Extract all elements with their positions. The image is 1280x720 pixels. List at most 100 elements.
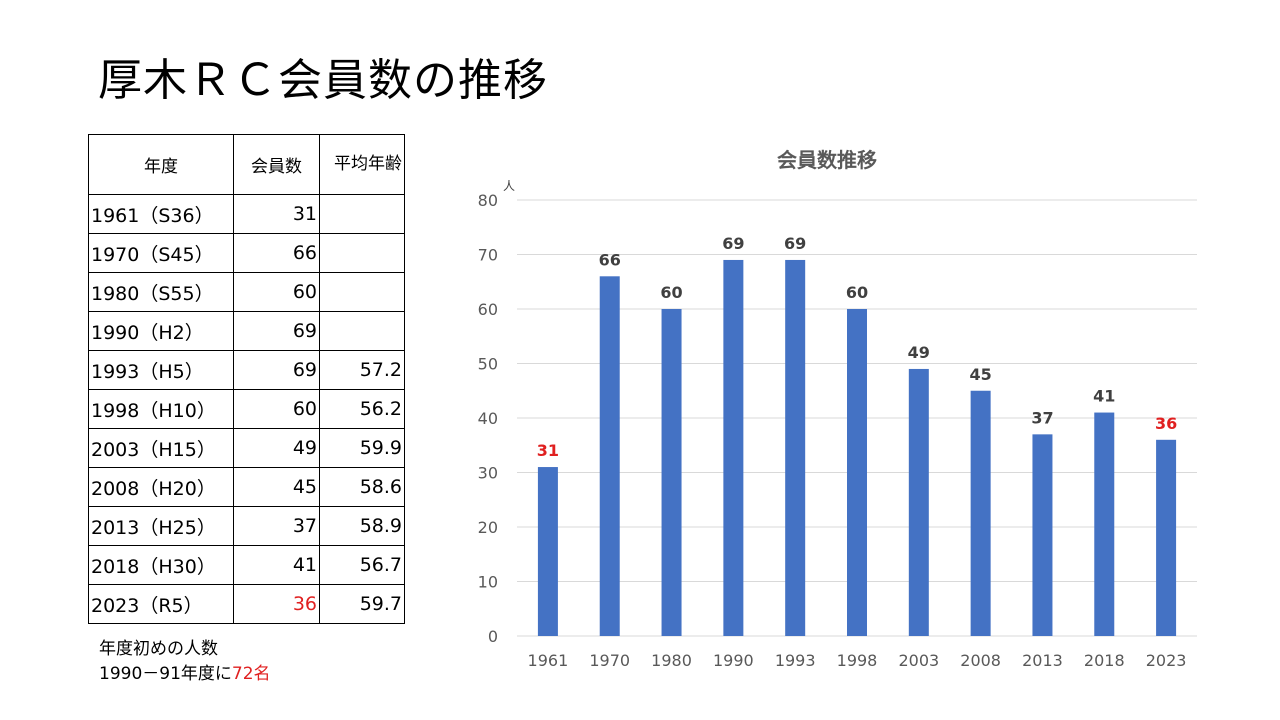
- y-tick-label: 60: [478, 300, 498, 319]
- x-tick-label: 1990: [713, 651, 754, 670]
- bar: [785, 259, 806, 636]
- data-label: 66: [599, 250, 621, 269]
- bar: [970, 390, 991, 636]
- cell-members: 37: [233, 506, 320, 546]
- data-label: 31: [537, 441, 559, 460]
- x-tick-label: 1998: [837, 651, 878, 670]
- header-year: 年度: [88, 134, 234, 195]
- data-label: 69: [784, 234, 806, 253]
- page-title: 厚木ＲＣ会員数の推移: [98, 55, 548, 106]
- bar: [723, 259, 744, 636]
- data-label: 69: [722, 234, 744, 253]
- data-label: 60: [660, 283, 682, 302]
- table-row: 2013（H25） 37 58.9: [88, 506, 405, 546]
- data-label: 49: [908, 343, 930, 362]
- bar: [537, 467, 558, 636]
- x-tick-label: 2018: [1084, 651, 1125, 670]
- bar: [1156, 439, 1177, 636]
- bar: [661, 309, 682, 636]
- cell-avg-age: [319, 311, 405, 351]
- header-members: 会員数: [233, 134, 320, 195]
- y-tick-label: 10: [478, 573, 498, 592]
- membership-table: 年度 会員数 平均年齢 1961（S36） 31 1970（S45） 66 1980（S…: [88, 134, 405, 624]
- bar: [1094, 412, 1115, 636]
- data-label: 60: [846, 283, 868, 302]
- y-tick-label: 70: [478, 246, 498, 265]
- x-tick-label: 2023: [1146, 651, 1187, 670]
- cell-members: 31: [233, 194, 320, 234]
- cell-avg-age: 56.2: [319, 389, 405, 429]
- table-row: 2008（H20） 45 58.6: [88, 467, 405, 507]
- table-body: 1961（S36） 31 1970（S45） 66 1980（S55） 60 1990（H2…: [88, 194, 405, 624]
- cell-members: 36: [233, 584, 320, 624]
- cell-members: 69: [233, 311, 320, 351]
- note-line-2-text: 1990－91年度に: [99, 664, 232, 684]
- x-tick-label: 1993: [775, 651, 816, 670]
- cell-year: 1970（S45）: [88, 233, 234, 273]
- cell-year: 1993（H5）: [88, 350, 234, 390]
- x-tick-label: 1961: [528, 651, 569, 670]
- x-tick-label: 2003: [898, 651, 939, 670]
- cell-avg-age: [319, 272, 405, 312]
- cell-avg-age: 56.7: [319, 545, 405, 585]
- bar: [847, 309, 867, 636]
- cell-avg-age: 58.6: [319, 467, 405, 507]
- y-tick-label: 50: [478, 355, 498, 374]
- table-row: 1990（H2） 69: [88, 311, 405, 351]
- bar: [599, 276, 620, 636]
- x-tick-label: 1970: [589, 651, 630, 670]
- data-label: 45: [970, 365, 992, 384]
- table-row: 1993（H5） 69 57.2: [88, 350, 405, 390]
- table-note: 年度初めの人数 1990－91年度に72名: [99, 637, 271, 687]
- y-tick-label: 40: [478, 409, 498, 428]
- y-tick-label: 30: [478, 464, 498, 483]
- x-tick-label: 2013: [1022, 651, 1063, 670]
- data-label: 37: [1031, 408, 1053, 427]
- data-label: 41: [1093, 387, 1115, 406]
- table-row: 2018（H30） 41 56.7: [88, 545, 405, 585]
- cell-members: 41: [233, 545, 320, 585]
- header-avg-age: 平均年齢: [319, 134, 405, 195]
- table-row: 1998（H10） 60 56.2: [88, 389, 405, 429]
- y-tick-label: 20: [478, 518, 498, 537]
- table-row: 1970（S45） 66: [88, 233, 405, 273]
- cell-avg-age: 58.9: [319, 506, 405, 546]
- cell-members: 66: [233, 233, 320, 273]
- note-line-2: 1990－91年度に72名: [99, 662, 271, 687]
- cell-year: 1990（H2）: [88, 311, 234, 351]
- cell-members: 60: [233, 389, 320, 429]
- y-tick-label: 80: [478, 191, 498, 210]
- cell-year: 1961（S36）: [88, 194, 234, 234]
- table-row: 2003（H15） 49 59.9: [88, 428, 405, 468]
- data-label: 36: [1155, 414, 1177, 433]
- cell-year: 1980（S55）: [88, 272, 234, 312]
- cell-avg-age: 59.9: [319, 428, 405, 468]
- y-axis-unit: 人: [503, 179, 515, 193]
- chart-title: 会員数推移: [777, 148, 877, 172]
- cell-avg-age: 59.7: [319, 584, 405, 624]
- cell-members: 69: [233, 350, 320, 390]
- note-line-2-highlight: 72名: [231, 664, 271, 684]
- cell-year: 2008（H20）: [88, 467, 234, 507]
- x-tick-label: 2008: [960, 651, 1001, 670]
- cell-year: 2018（H30）: [88, 545, 234, 585]
- cell-members: 45: [233, 467, 320, 507]
- y-tick-label: 0: [488, 627, 498, 646]
- cell-members: 49: [233, 428, 320, 468]
- cell-avg-age: 57.2: [319, 350, 405, 390]
- bar: [1032, 434, 1053, 636]
- table-header-row: 年度 会員数 平均年齢: [88, 134, 405, 195]
- cell-year: 2003（H15）: [88, 428, 234, 468]
- table-row: 1961（S36） 31: [88, 194, 405, 234]
- cell-year: 2023（R5）: [88, 584, 234, 624]
- cell-year: 1998（H10）: [88, 389, 234, 429]
- cell-year: 2013（H25）: [88, 506, 234, 546]
- bar: [908, 368, 929, 636]
- table-row: 2023（R5） 36 59.7: [88, 584, 405, 624]
- cell-members: 60: [233, 272, 320, 312]
- cell-avg-age: [319, 233, 405, 273]
- note-line-1: 年度初めの人数: [99, 639, 218, 659]
- cell-avg-age: [319, 194, 405, 234]
- x-tick-label: 1980: [651, 651, 692, 670]
